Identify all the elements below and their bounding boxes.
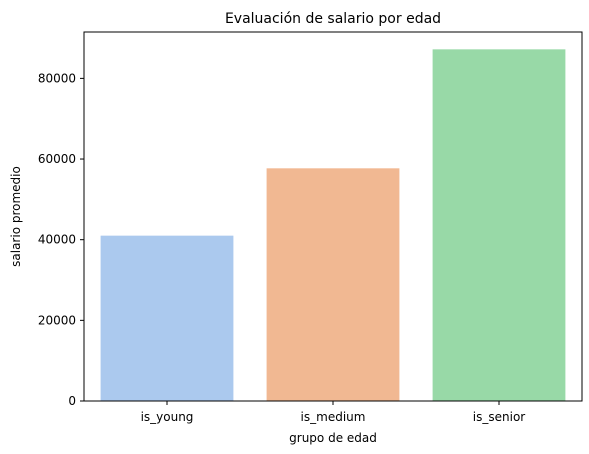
y-axis-label: salario promedio xyxy=(9,166,23,267)
y-tick-label: 60000 xyxy=(38,152,76,166)
bar-is-young xyxy=(100,235,234,401)
bars-group xyxy=(100,49,566,402)
x-axis: is_young is_medium is_senior xyxy=(141,401,526,424)
x-tick-label: is_medium xyxy=(301,410,366,424)
x-axis-label: grupo de edad xyxy=(289,431,377,445)
bar-is-medium xyxy=(266,168,400,401)
y-tick-label: 0 xyxy=(68,394,76,408)
y-tick-label: 20000 xyxy=(38,313,76,327)
chart-title: Evaluación de salario por edad xyxy=(225,11,441,27)
y-tick-label: 80000 xyxy=(38,71,76,85)
x-tick-label: is_young xyxy=(141,410,194,424)
y-tick-label: 40000 xyxy=(38,233,76,247)
x-tick-label: is_senior xyxy=(473,410,526,424)
bar-is-senior xyxy=(432,49,566,402)
y-axis: 0 20000 40000 60000 80000 xyxy=(38,71,84,408)
